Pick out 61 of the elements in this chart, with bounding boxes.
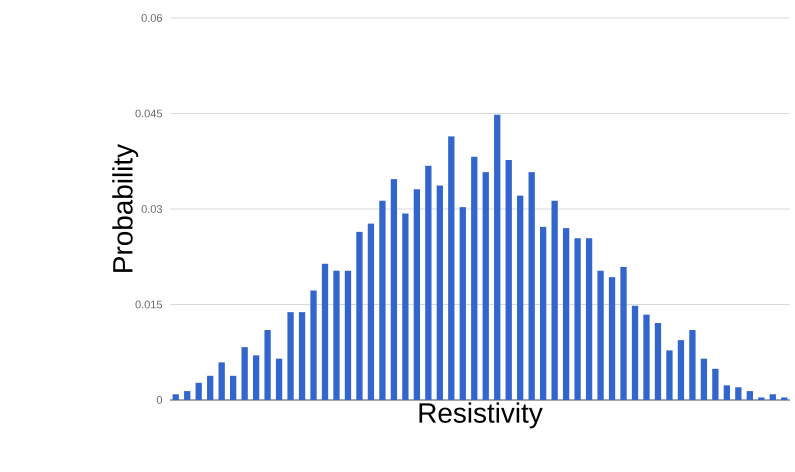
y-tick-label: 0.06 [142,14,162,22]
bar [379,200,386,400]
bar [471,156,478,400]
bar [666,350,673,400]
bar [344,270,352,400]
bar [770,394,776,400]
bar [724,385,730,400]
bar [562,228,570,400]
bar [230,376,236,400]
bar [390,179,398,400]
bar [436,185,443,400]
bar [241,347,248,400]
bar [506,160,512,400]
bar [414,189,420,400]
bar [678,340,684,400]
bar [172,394,179,400]
bar [551,200,558,400]
bar [184,391,190,400]
bar [402,213,409,400]
bar [758,397,764,400]
bar [781,397,788,400]
bar [482,172,489,400]
bar [310,290,317,400]
bar [333,270,340,400]
bar [608,277,616,400]
bar [597,270,604,400]
bar [448,136,454,400]
bar [287,312,294,400]
bar [700,358,708,400]
bar [494,114,500,400]
bar [735,387,742,400]
y-tick-label: 0.045 [135,110,162,118]
x-axis-title: Resistivity [420,402,543,428]
bar [425,166,432,400]
bar [528,172,535,400]
bar [252,355,260,400]
bar [620,266,627,400]
y-tick-label: 0 [156,396,162,404]
bar [264,330,271,400]
bar [196,382,202,400]
bar [460,207,466,400]
bar [298,312,306,400]
bar [654,322,662,400]
bar [368,224,374,400]
bar [632,306,638,400]
bar [574,238,581,400]
bar [746,391,753,400]
bar [689,330,696,400]
bar [517,196,524,400]
bar [540,226,546,400]
bar [586,238,592,400]
bar [712,368,719,400]
bar [207,376,214,400]
y-tick-label: 0.015 [135,300,162,308]
bar [643,314,650,400]
y-tick-label: 0.03 [142,205,162,213]
bar [276,358,282,400]
y-axis-title: Probability [112,144,138,272]
bar [356,232,363,400]
bar [322,264,328,400]
bar [218,362,225,400]
